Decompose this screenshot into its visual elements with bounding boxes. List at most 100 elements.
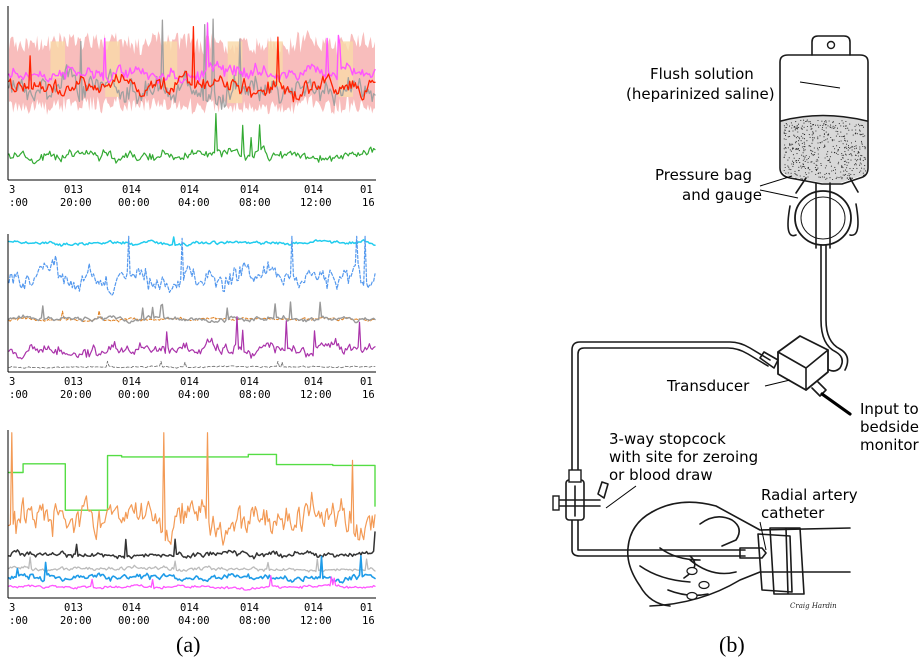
stipple-dot: [859, 130, 861, 132]
stipple-dot: [812, 132, 814, 134]
stipple-dot: [796, 125, 798, 127]
vital-strip-2: 3 013 014 014 014 014 01 :00 20:00 00:00…: [7, 234, 376, 401]
stipple-dot: [794, 125, 796, 128]
stipple-dot: [815, 130, 817, 132]
stipple-dot: [815, 164, 817, 166]
stipple-dot: [848, 129, 850, 131]
stipple-dot: [784, 147, 786, 149]
stipple-dot: [834, 148, 836, 150]
forearm-hand-illustration: [626, 501, 851, 607]
panel-a-caption: (a): [176, 632, 200, 657]
stipple-dot: [791, 127, 793, 129]
stipple-dot: [807, 168, 809, 170]
stipple-dot: [837, 131, 839, 133]
stipple-dot: [808, 134, 810, 136]
leader-bag-1: [759, 175, 793, 187]
stipple-dot: [797, 131, 799, 133]
stipple-dot: [833, 139, 835, 141]
stipple-dot: [784, 127, 786, 129]
stipple-dot: [845, 153, 847, 155]
time-label-bottom: :00: [9, 197, 28, 209]
stipple-dot: [813, 147, 815, 149]
time-label-top: 014: [304, 602, 323, 614]
stipple-dot: [838, 177, 840, 179]
bag-hanger: [811, 35, 851, 56]
pressure-bag-gauge: [787, 182, 859, 249]
stipple-dot: [837, 153, 839, 156]
stipple-dot: [824, 146, 826, 148]
stipple-dot: [798, 144, 801, 146]
panel-a: 3 013 014 014 014 014 01 :00 20:00 00:00…: [7, 6, 376, 657]
stipple-dot: [824, 157, 826, 159]
stipple-dot: [795, 137, 797, 139]
stipple-dot: [786, 127, 788, 129]
stipple-dot: [785, 151, 787, 153]
stipple-dot: [844, 139, 846, 141]
label-input-monitor-2: bedside: [860, 418, 919, 436]
stipple-dot: [796, 153, 798, 155]
stipple-dot: [783, 148, 785, 150]
stipple-dot: [857, 155, 859, 157]
stipple-dot: [810, 150, 812, 152]
stipple-dot: [792, 148, 794, 150]
stipple-dot: [815, 173, 817, 175]
stipple-dot: [807, 167, 809, 169]
stipple-dot: [811, 134, 813, 136]
stipple-dot: [795, 174, 797, 176]
stipple-dot: [807, 157, 809, 160]
stipple-dot: [825, 127, 827, 129]
stipple-dot: [804, 134, 806, 136]
stipple-dot: [842, 122, 844, 124]
stipple-dot: [827, 141, 829, 143]
stipple-dot: [797, 128, 799, 130]
transducer-body: [777, 335, 829, 391]
stipple-dot: [811, 142, 813, 144]
stipple-dot: [825, 131, 827, 133]
stipple-dot: [828, 172, 830, 174]
stipple-dot: [811, 171, 813, 173]
stipple-dot: [788, 130, 790, 132]
time-label-bottom: 04:00: [178, 615, 210, 627]
stipple-dot: [855, 162, 857, 165]
stipple-dot: [819, 142, 821, 144]
stipple-dot: [846, 143, 848, 145]
stipple-dot: [849, 168, 851, 170]
stipple-dot: [784, 164, 786, 166]
stipple-dot: [846, 161, 848, 163]
stipple-dot: [823, 130, 825, 132]
stipple-dot: [802, 159, 804, 161]
stipple-dot: [795, 121, 797, 123]
panel-b: Flush solution (heparinized saline) Pres…: [552, 35, 920, 657]
stipple-dot: [830, 165, 832, 167]
stipple-dot: [828, 120, 830, 122]
hand-fingers: [626, 511, 737, 607]
time-label-top: 014: [240, 184, 259, 196]
label-stopcock-1: 3-way stopcock: [609, 430, 726, 448]
stipple-dot: [812, 137, 814, 139]
stipple-dot: [787, 165, 789, 167]
stipple-dot: [806, 129, 808, 131]
stipple-dot: [817, 160, 819, 162]
stipple-dot: [802, 155, 804, 157]
stipple-dot: [852, 167, 854, 170]
time-label-bottom: 16: [362, 197, 375, 209]
stipple-dot: [841, 120, 843, 122]
time-label-top: 014: [122, 376, 141, 388]
stipple-dot: [794, 135, 796, 137]
transducer: [759, 335, 829, 397]
stipple-dot: [846, 177, 849, 179]
stipple-dot: [860, 154, 862, 156]
stipple-dot: [834, 152, 836, 154]
stipple-dot: [815, 169, 817, 171]
bag-outline: [779, 54, 869, 185]
stipple-dot: [817, 138, 819, 140]
trace-bar: [268, 41, 283, 87]
stipple-dot: [849, 123, 851, 125]
stipple-dot: [837, 133, 839, 135]
trace-line: [8, 575, 376, 591]
transducer-port-left: [759, 351, 779, 369]
stipple-dot: [827, 134, 829, 136]
stipple-dot: [856, 178, 858, 180]
label-stopcock-3: or blood draw: [609, 466, 713, 484]
time-label-bottom: 20:00: [60, 389, 92, 401]
